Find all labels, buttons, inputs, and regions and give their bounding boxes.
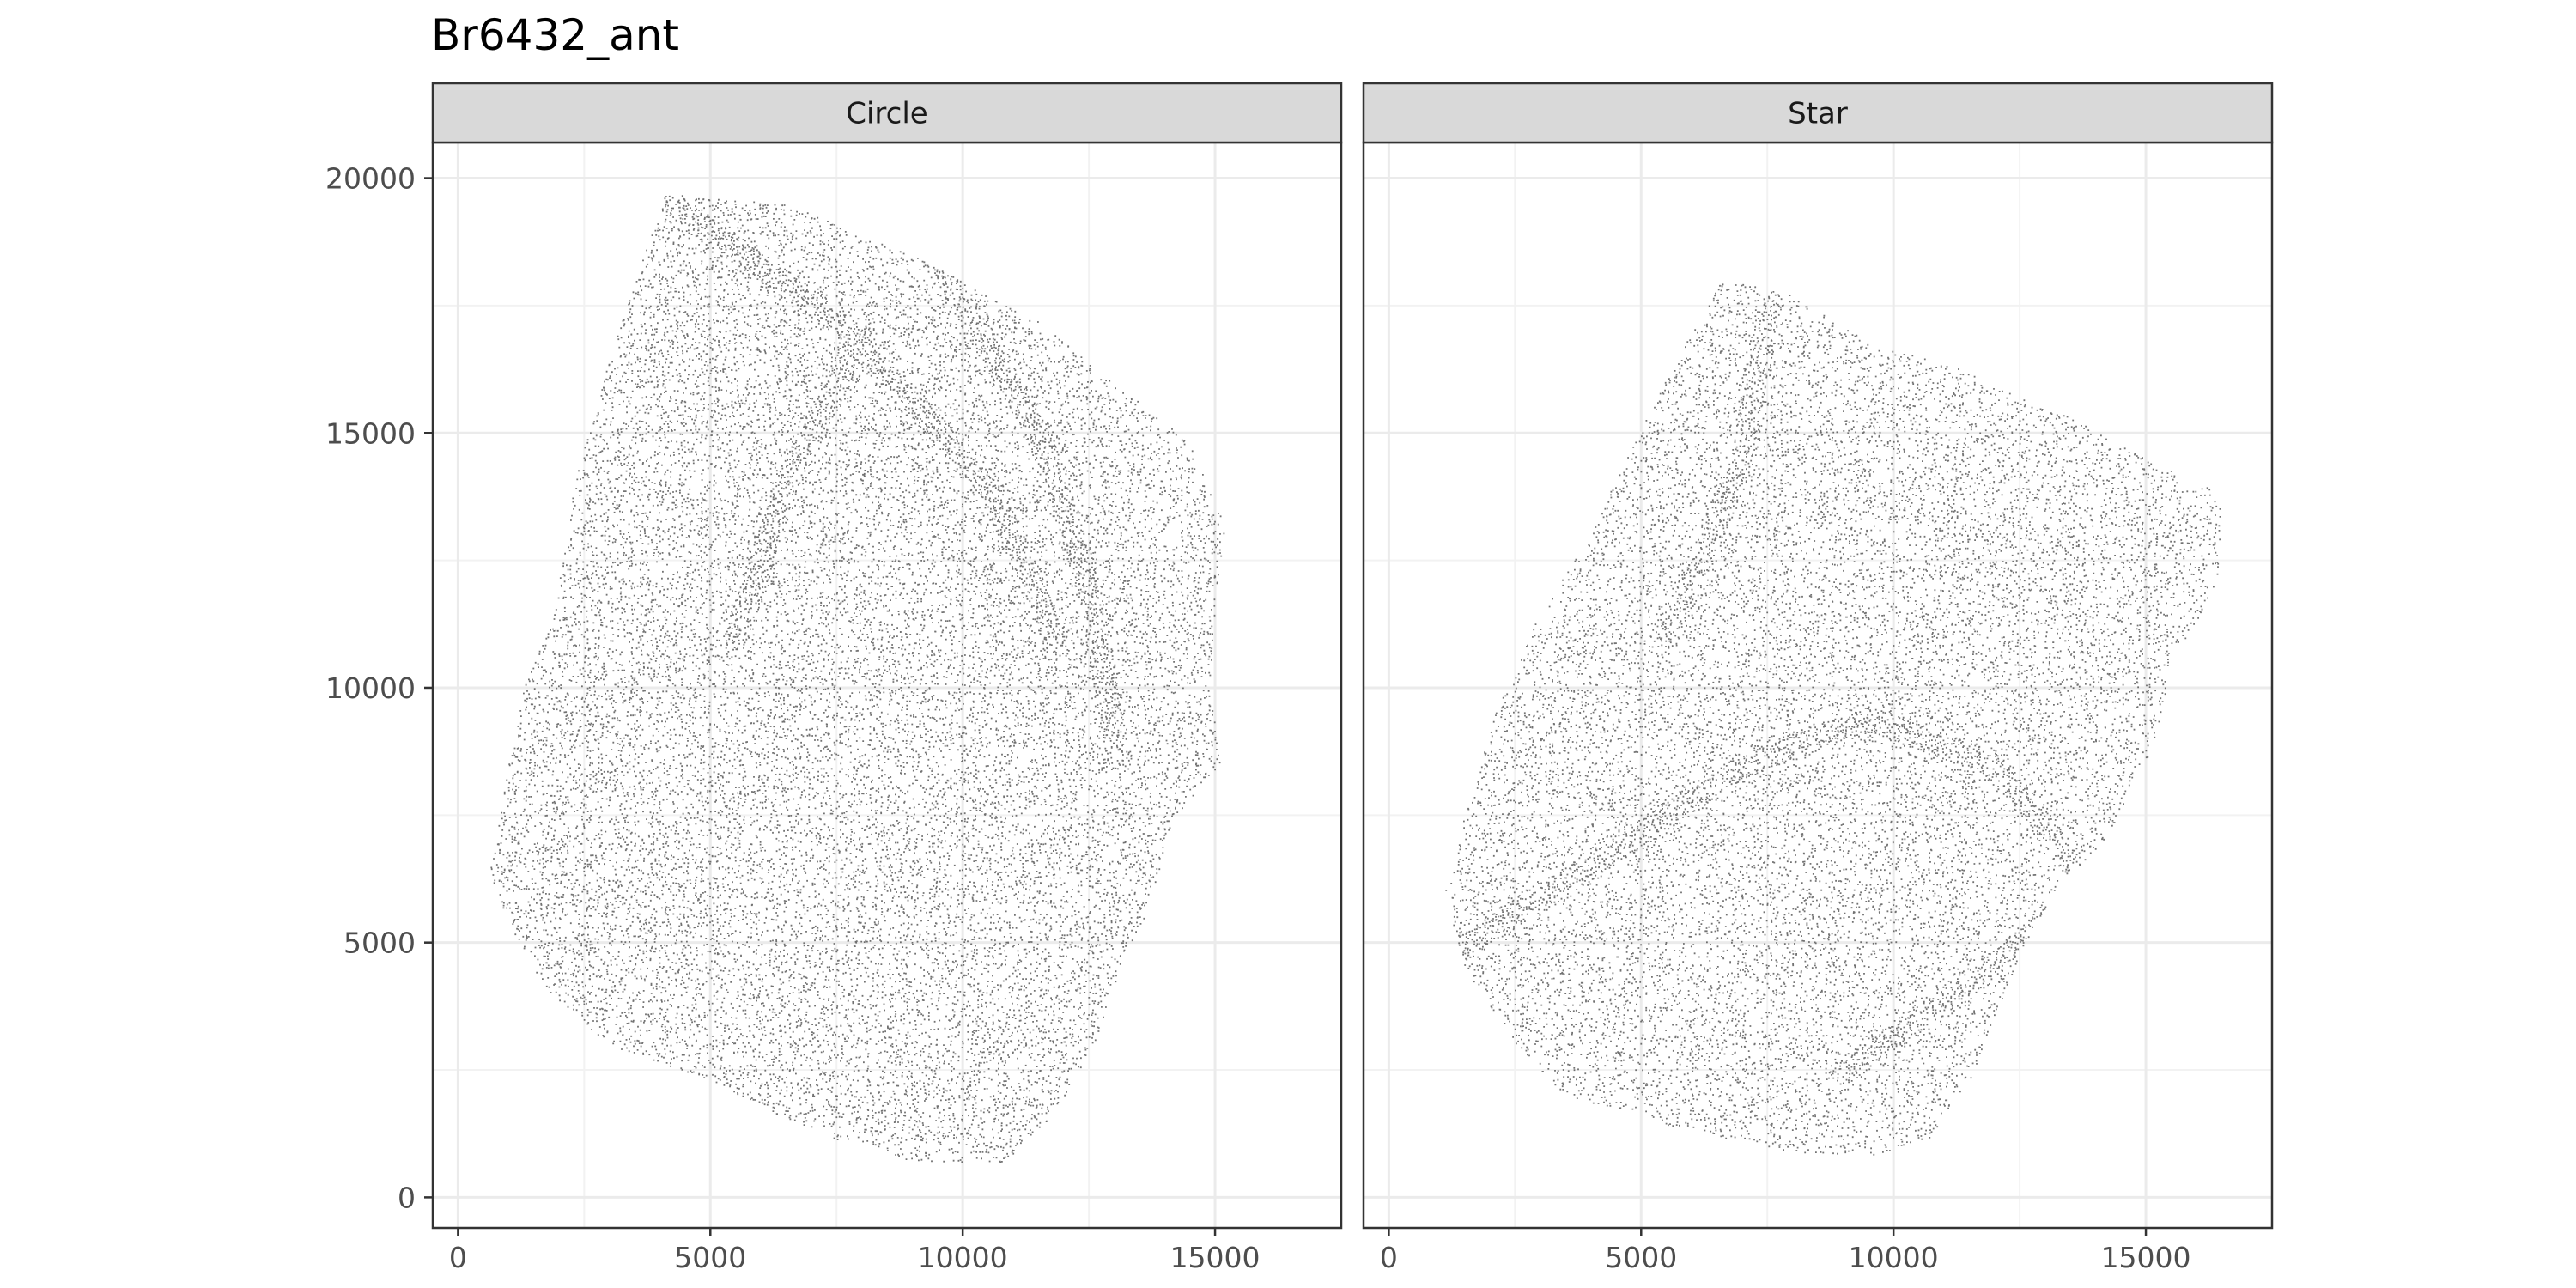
x-tick-label: 10000: [918, 1241, 1008, 1274]
y-tick-label: 10000: [325, 671, 416, 705]
facet-strip-star: [1362, 82, 2274, 144]
y-tick-label: 0: [398, 1181, 416, 1214]
x-tick-label: 5000: [1605, 1241, 1677, 1274]
panels-layer: Circle Star: [431, 82, 2274, 1230]
facet-panel-star: Star: [1362, 82, 2274, 1230]
scatter-points-star: [1445, 283, 2221, 1156]
axes-layer: 0 5000 10000 15000 0 5000 10000 15000 0 5000 10000…: [325, 162, 2191, 1274]
x-tick-label: 15000: [1170, 1241, 1261, 1274]
facet-label-circle: Circle: [846, 97, 927, 131]
facet-panel-circle: Circle: [431, 82, 1343, 1230]
facet-strip-circle: [431, 82, 1343, 144]
y-tick-label: 20000: [325, 162, 416, 196]
x-tick-label: 10000: [1849, 1241, 1939, 1274]
y-tick-label: 15000: [325, 416, 416, 450]
x-tick-label: 0: [449, 1241, 467, 1274]
x-tick-label: 0: [1380, 1241, 1398, 1274]
x-tick-label: 15000: [2101, 1241, 2191, 1274]
y-tick-label: 5000: [343, 927, 416, 960]
x-tick-label: 5000: [674, 1241, 746, 1274]
chart-title: Br6432_ant: [431, 10, 679, 60]
facet-label-star: Star: [1788, 97, 1848, 131]
